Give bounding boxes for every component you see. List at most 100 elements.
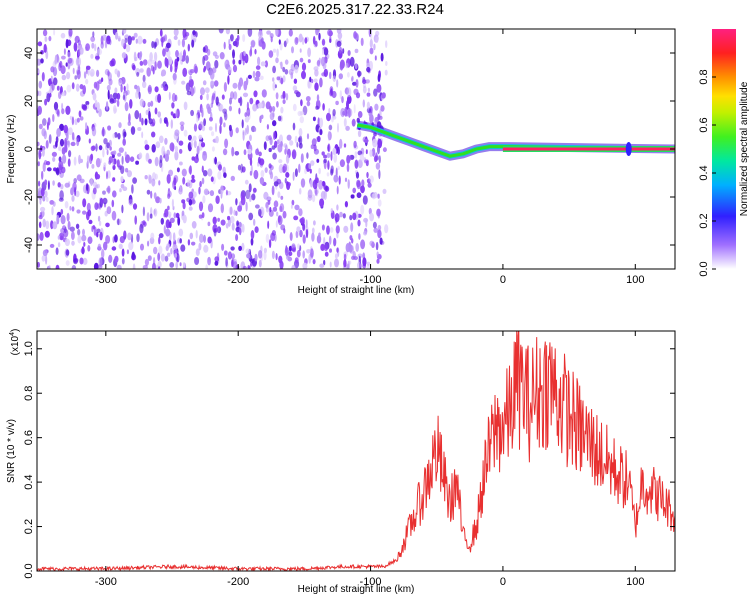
noise-speckle bbox=[280, 77, 284, 85]
noise-speckle bbox=[142, 265, 148, 269]
noise-speckle bbox=[254, 48, 257, 55]
noise-speckle bbox=[220, 203, 224, 214]
noise-speckle bbox=[283, 40, 287, 48]
noise-speckle bbox=[310, 180, 313, 188]
noise-speckle bbox=[354, 48, 359, 54]
x-tick-label: 100 bbox=[626, 274, 644, 286]
noise-speckle bbox=[247, 148, 252, 155]
noise-speckle bbox=[243, 50, 246, 57]
noise-speckle bbox=[132, 263, 136, 269]
noise-speckle bbox=[105, 235, 111, 244]
noise-speckle bbox=[45, 140, 49, 149]
noise-speckle bbox=[101, 77, 104, 82]
noise-speckle bbox=[127, 121, 131, 126]
noise-speckle bbox=[199, 94, 203, 100]
noise-speckle bbox=[276, 211, 279, 217]
noise-speckle bbox=[380, 105, 385, 112]
noise-speckle bbox=[221, 243, 225, 251]
noise-speckle bbox=[292, 85, 298, 92]
noise-speckle bbox=[230, 215, 235, 224]
noise-speckle bbox=[191, 174, 195, 180]
noise-speckle bbox=[238, 245, 243, 251]
noise-speckle bbox=[254, 226, 259, 234]
noise-speckle bbox=[264, 60, 268, 68]
noise-speckle bbox=[64, 238, 70, 247]
noise-speckle bbox=[168, 91, 171, 101]
noise-speckle bbox=[61, 55, 66, 60]
noise-speckle bbox=[71, 82, 75, 90]
noise-speckle bbox=[351, 77, 354, 82]
noise-speckle bbox=[60, 183, 64, 190]
noise-speckle bbox=[244, 54, 248, 62]
noise-speckle bbox=[164, 153, 169, 162]
noise-speckle bbox=[179, 185, 182, 194]
noise-speckle bbox=[385, 40, 388, 48]
noise-speckle bbox=[76, 137, 80, 147]
noise-speckle bbox=[377, 113, 381, 121]
noise-speckle bbox=[257, 56, 261, 66]
noise-speckle bbox=[117, 132, 121, 140]
noise-speckle bbox=[246, 107, 251, 117]
noise-speckle bbox=[355, 79, 359, 88]
noise-speckle bbox=[288, 29, 293, 37]
noise-speckle bbox=[326, 172, 330, 177]
noise-speckle bbox=[328, 124, 333, 131]
noise-speckle bbox=[282, 66, 286, 73]
noise-speckle bbox=[37, 58, 42, 66]
noise-speckle bbox=[174, 67, 177, 73]
noise-speckle bbox=[313, 66, 319, 71]
noise-speckle bbox=[109, 98, 115, 104]
noise-speckle bbox=[182, 67, 188, 77]
noise-speckle bbox=[214, 54, 219, 60]
noise-speckle bbox=[300, 216, 306, 225]
noise-speckle bbox=[343, 225, 349, 233]
noise-speckle bbox=[144, 144, 150, 151]
noise-speckle bbox=[315, 29, 319, 36]
noise-speckle bbox=[139, 68, 144, 73]
noise-speckle bbox=[202, 195, 206, 204]
noise-speckle bbox=[147, 101, 151, 108]
noise-speckle bbox=[138, 91, 141, 100]
noise-speckle bbox=[114, 68, 118, 75]
snr-y-axis: 0.0 0.2 0.4 0.6 0.8 1.0 bbox=[23, 341, 675, 579]
colorbar-tick-label: 0.8 bbox=[698, 69, 710, 84]
noise-speckle bbox=[52, 201, 56, 207]
snr-series-line bbox=[37, 331, 675, 571]
noise-speckle bbox=[100, 35, 104, 45]
noise-speckle bbox=[67, 158, 71, 167]
noise-speckle bbox=[70, 187, 74, 196]
noise-speckle bbox=[211, 146, 215, 152]
noise-speckle bbox=[366, 171, 369, 179]
noise-speckle bbox=[297, 110, 303, 117]
noise-speckle bbox=[238, 221, 242, 228]
noise-speckle bbox=[229, 97, 232, 105]
noise-speckle bbox=[304, 168, 308, 175]
noise-speckle bbox=[235, 234, 239, 241]
noise-speckle bbox=[323, 236, 326, 247]
noise-speckle bbox=[373, 88, 378, 97]
noise-speckle bbox=[158, 266, 161, 269]
noise-speckle bbox=[90, 72, 94, 77]
noise-speckle bbox=[82, 198, 87, 208]
noise-speckle bbox=[220, 190, 223, 199]
colorbar-label: Normalized spectral amplitude bbox=[739, 81, 750, 216]
noise-speckle bbox=[375, 241, 379, 251]
noise-speckle bbox=[332, 109, 336, 117]
noise-speckle bbox=[266, 196, 272, 202]
noise-speckle bbox=[241, 119, 244, 129]
noise-speckle bbox=[123, 85, 126, 92]
noise-speckle bbox=[331, 90, 337, 99]
noise-speckle bbox=[342, 48, 345, 54]
noise-speckle bbox=[41, 255, 46, 262]
noise-speckle bbox=[238, 59, 242, 65]
noise-speckle bbox=[141, 117, 144, 126]
noise-speckle bbox=[166, 42, 171, 49]
noise-speckle bbox=[49, 92, 52, 98]
noise-speckle bbox=[131, 184, 134, 194]
noise-speckle bbox=[272, 152, 277, 160]
noise-speckle bbox=[336, 204, 339, 211]
noise-speckle bbox=[181, 199, 186, 204]
noise-speckle bbox=[235, 210, 238, 216]
noise-speckle bbox=[316, 158, 320, 163]
